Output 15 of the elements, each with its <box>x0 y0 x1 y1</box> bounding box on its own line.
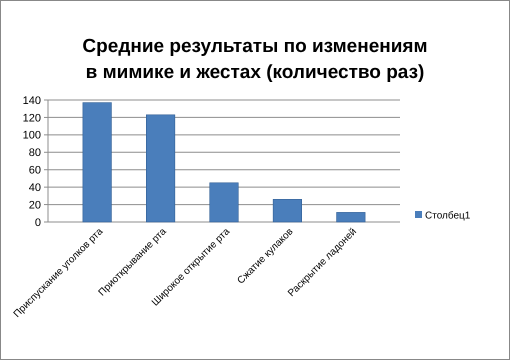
y-tick-label: 140 <box>22 94 41 107</box>
bar <box>336 212 366 222</box>
bar <box>82 102 112 222</box>
bar <box>272 199 302 222</box>
y-tick-label: 80 <box>28 147 41 160</box>
y-tick-label: 0 <box>34 216 41 229</box>
legend-label: Столбец1 <box>425 210 471 222</box>
y-tick-label: 120 <box>22 112 41 124</box>
bar <box>146 114 176 222</box>
bar <box>209 182 239 222</box>
y-tick-label: 40 <box>28 182 41 194</box>
y-tick-label: 60 <box>28 164 41 177</box>
chart-title: Средние результаты по изменениям в мимике и жестах (количество раз) <box>82 36 428 83</box>
y-tick-label: 20 <box>28 199 41 212</box>
y-tick-label: 100 <box>22 130 41 142</box>
